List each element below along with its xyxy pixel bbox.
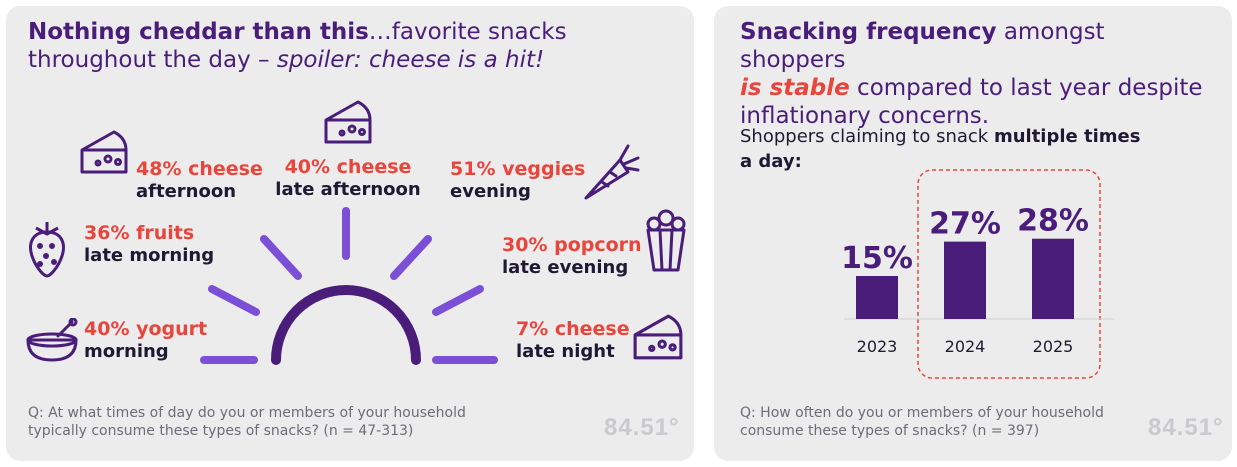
footnote-line: consume these types of snacks? (n = 397) xyxy=(740,423,1040,439)
right-headline-bold: Snacking frequency xyxy=(740,19,997,45)
sun-ray xyxy=(432,285,484,316)
right-headline-text-2: compared to last year despite xyxy=(849,75,1203,101)
brand-logo: 84.51° xyxy=(604,414,680,441)
cheese-icon xyxy=(78,128,130,178)
sun-ray xyxy=(260,235,302,280)
snack-stat: 36% fruits xyxy=(84,222,195,244)
sun-arc xyxy=(271,285,421,365)
subhead-text: Shoppers claiming to snack xyxy=(740,126,994,147)
snack-label-morning: 40% yogurt morning xyxy=(84,318,207,363)
right-headline-text-3: inflationary concerns. xyxy=(740,103,990,129)
footnote-line: Q: At what times of day do you or member… xyxy=(28,405,466,421)
snack-stat: 48% cheese xyxy=(136,158,263,180)
yogurt-bowl-icon xyxy=(24,318,80,364)
highlight-box xyxy=(917,169,1101,379)
left-headline-bold: Nothing cheddar than this xyxy=(28,19,369,45)
chart-subheading: Shoppers claiming to snack multiple time… xyxy=(740,124,1180,174)
sun-graphic xyxy=(200,207,498,365)
right-panel: Snacking frequency amongst shoppers is s… xyxy=(714,6,1232,461)
carrot-icon xyxy=(580,142,640,204)
left-panel: Nothing cheddar than this…favorite snack… xyxy=(6,6,694,461)
right-headline-red: is stable xyxy=(740,75,850,101)
snack-label-late-morning: 36% fruits late morning xyxy=(84,222,214,267)
bar xyxy=(944,241,986,319)
subhead-bold-2: a day: xyxy=(740,151,802,172)
sun-ray xyxy=(208,285,260,316)
snack-time: late morning xyxy=(84,245,215,266)
snack-stat: 51% veggies xyxy=(450,158,586,180)
cheese-icon xyxy=(322,98,374,148)
left-footnote: Q: At what times of day do you or member… xyxy=(28,404,466,440)
subhead-bold-1: multiple times xyxy=(993,126,1141,147)
snack-time: late night xyxy=(516,341,615,362)
snack-time: afternoon xyxy=(136,181,237,202)
strawberry-icon xyxy=(26,218,68,278)
category-tick-label: 2025 xyxy=(1033,337,1074,356)
snack-stat: 7% cheese xyxy=(516,318,630,340)
category-tick-label: 2023 xyxy=(857,337,898,356)
snack-stat: 30% popcorn xyxy=(502,234,642,256)
right-footnote: Q: How often do you or members of your h… xyxy=(740,404,1104,440)
brand-logo: 84.51° xyxy=(1148,414,1224,441)
snack-time: late afternoon xyxy=(275,179,421,200)
bar xyxy=(1032,238,1074,319)
left-headline: Nothing cheddar than this…favorite snack… xyxy=(28,18,668,74)
snack-label-afternoon: 48% cheese afternoon xyxy=(136,158,263,203)
snack-label-evening: 51% veggies evening xyxy=(450,158,585,203)
sun-ray xyxy=(390,235,432,280)
left-headline-text-2: throughout the day – xyxy=(28,47,277,73)
left-headline-italic: spoiler: cheese is a hit! xyxy=(276,47,545,73)
snack-stat: 40% yogurt xyxy=(84,318,208,340)
bar-chart: 15% 2023 27% 2024 28% 2025 xyxy=(844,169,1114,379)
snack-time: late evening xyxy=(502,257,629,278)
cheese-icon xyxy=(630,312,686,364)
popcorn-icon xyxy=(644,208,688,274)
right-headline: Snacking frequency amongst shoppers is s… xyxy=(740,18,1210,130)
category-tick-label: 2024 xyxy=(945,337,986,356)
bar xyxy=(856,276,898,319)
snack-label-late-evening: 30% popcorn late evening xyxy=(502,234,642,279)
footnote-line: typically consume these types of snacks?… xyxy=(28,423,414,439)
bar-value-label: 27% xyxy=(929,207,1001,242)
snack-stat: 40% cheese xyxy=(284,156,412,178)
snack-label-late-afternoon: 40% cheese late afternoon xyxy=(268,156,428,201)
bar-value-label: 28% xyxy=(1017,204,1089,239)
right-headline-text-1: amongst shoppers xyxy=(740,19,1105,73)
footnote-line: Q: How often do you or members of your h… xyxy=(740,405,1104,421)
left-headline-text-1: …favorite snacks xyxy=(368,19,567,45)
snack-label-late-night: 7% cheese late night xyxy=(516,318,630,363)
snack-time: evening xyxy=(450,181,531,202)
bar-value-label: 15% xyxy=(844,241,913,276)
snack-time: morning xyxy=(84,341,169,362)
